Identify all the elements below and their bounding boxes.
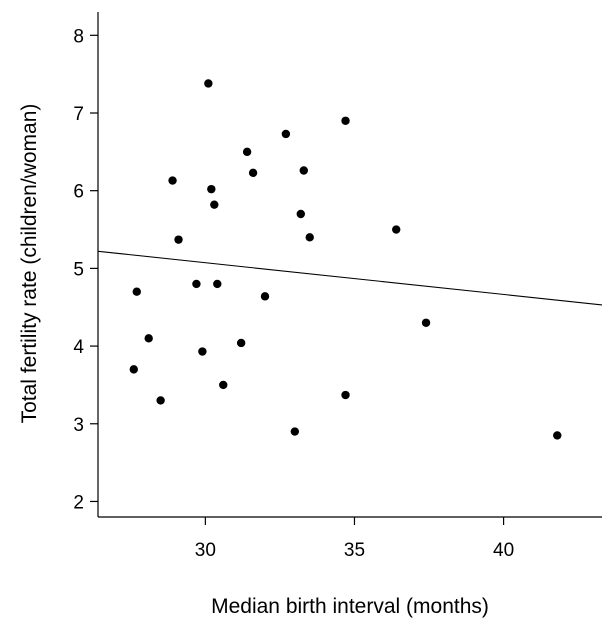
- y-tick-label: 3: [73, 415, 84, 436]
- data-point: [213, 279, 222, 289]
- y-tick-label: 7: [73, 104, 84, 125]
- y-tick-label: 2: [73, 492, 84, 513]
- y-tick-label: 8: [73, 26, 84, 47]
- data-point: [210, 200, 219, 209]
- data-point: [204, 79, 213, 88]
- data-point: [236, 338, 246, 348]
- y-axis-title: Total fertility rate (children/woman): [18, 104, 41, 424]
- data-point: [144, 334, 153, 343]
- data-point: [174, 235, 183, 244]
- data-point: [281, 129, 291, 139]
- y-axis-ticks: 2 3 4 5 6 7 8: [73, 26, 98, 513]
- axes: [97, 12, 602, 518]
- data-point: [392, 225, 401, 234]
- x-axis-title: Median birth interval (months): [211, 595, 489, 618]
- data-point: [421, 318, 431, 327]
- x-axis-ticks: 30 35 40: [195, 517, 514, 561]
- data-point: [156, 396, 165, 405]
- data-point: [207, 184, 216, 194]
- data-point: [219, 380, 228, 390]
- x-tick-label: 40: [493, 540, 514, 561]
- trend-line: [97, 250, 602, 306]
- data-point: [299, 166, 308, 175]
- y-tick-label: 4: [73, 337, 84, 358]
- data-point: [290, 427, 300, 436]
- data-points: [129, 79, 562, 440]
- data-point: [168, 176, 177, 185]
- data-point: [129, 365, 138, 374]
- data-point: [553, 431, 562, 440]
- data-point: [198, 347, 207, 356]
- data-point: [341, 390, 350, 400]
- x-tick-label: 30: [195, 540, 216, 561]
- x-tick-label: 35: [344, 540, 365, 561]
- y-tick-label: 5: [73, 259, 84, 280]
- data-point: [296, 209, 305, 219]
- data-point: [132, 287, 141, 296]
- y-tick-label: 6: [73, 182, 84, 203]
- data-point: [260, 292, 270, 301]
- data-point: [305, 233, 314, 242]
- data-point: [341, 116, 350, 125]
- data-point: [242, 147, 252, 157]
- data-point: [192, 279, 201, 289]
- data-point: [248, 168, 258, 178]
